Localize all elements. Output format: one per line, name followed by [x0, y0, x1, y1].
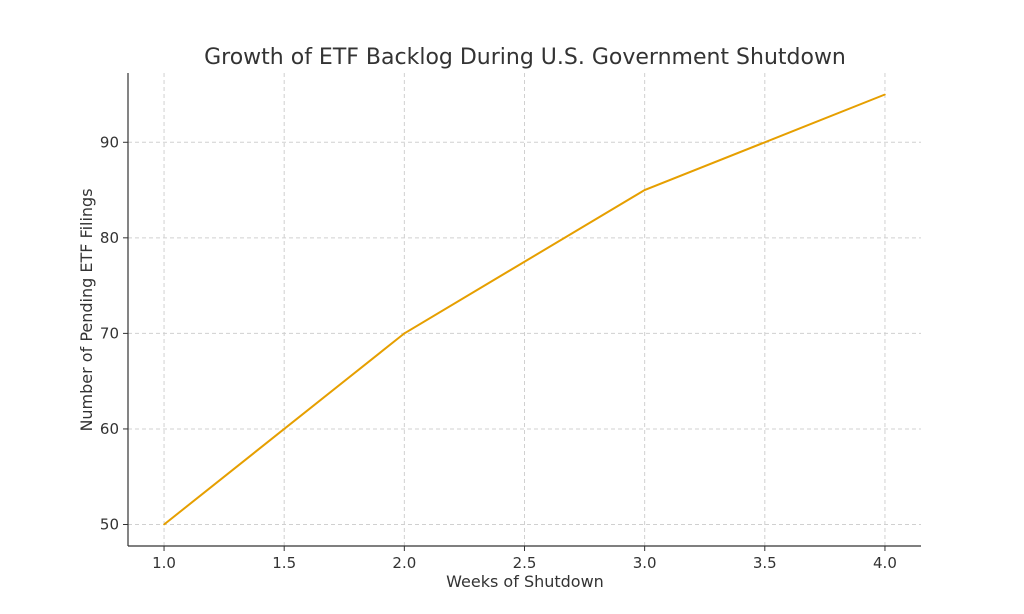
- grid-lines: [128, 73, 921, 546]
- x-tick-label: 4.0: [873, 554, 897, 572]
- plot-area: [163, 93, 886, 526]
- y-axis-label: Number of Pending ETF Filings: [77, 188, 96, 431]
- series-line: [163, 93, 886, 526]
- data-point: [884, 93, 886, 96]
- x-tick-label: 2.0: [392, 554, 416, 572]
- x-tick-label: 3.0: [633, 554, 657, 572]
- x-tick-label: 2.5: [513, 554, 537, 572]
- x-tick-label: 1.0: [152, 554, 176, 572]
- y-tick-label: 80: [100, 229, 119, 247]
- chart-title: Growth of ETF Backlog During U.S. Govern…: [204, 45, 846, 70]
- data-point: [163, 523, 165, 526]
- x-axis-label: Weeks of Shutdown: [446, 572, 604, 591]
- axis-ticks: 1.0 1.5 2.0 2.5 3.0 3.5 4.0 50 60 70 80 90: [100, 133, 897, 572]
- data-point: [643, 189, 646, 191]
- data-point: [403, 332, 406, 335]
- y-tick-label: 70: [100, 324, 119, 342]
- y-tick-label: 60: [100, 420, 119, 438]
- y-tick-label: 90: [100, 133, 119, 151]
- y-tick-label: 50: [100, 516, 119, 534]
- x-tick-label: 1.5: [272, 554, 296, 572]
- x-tick-label: 3.5: [753, 554, 777, 572]
